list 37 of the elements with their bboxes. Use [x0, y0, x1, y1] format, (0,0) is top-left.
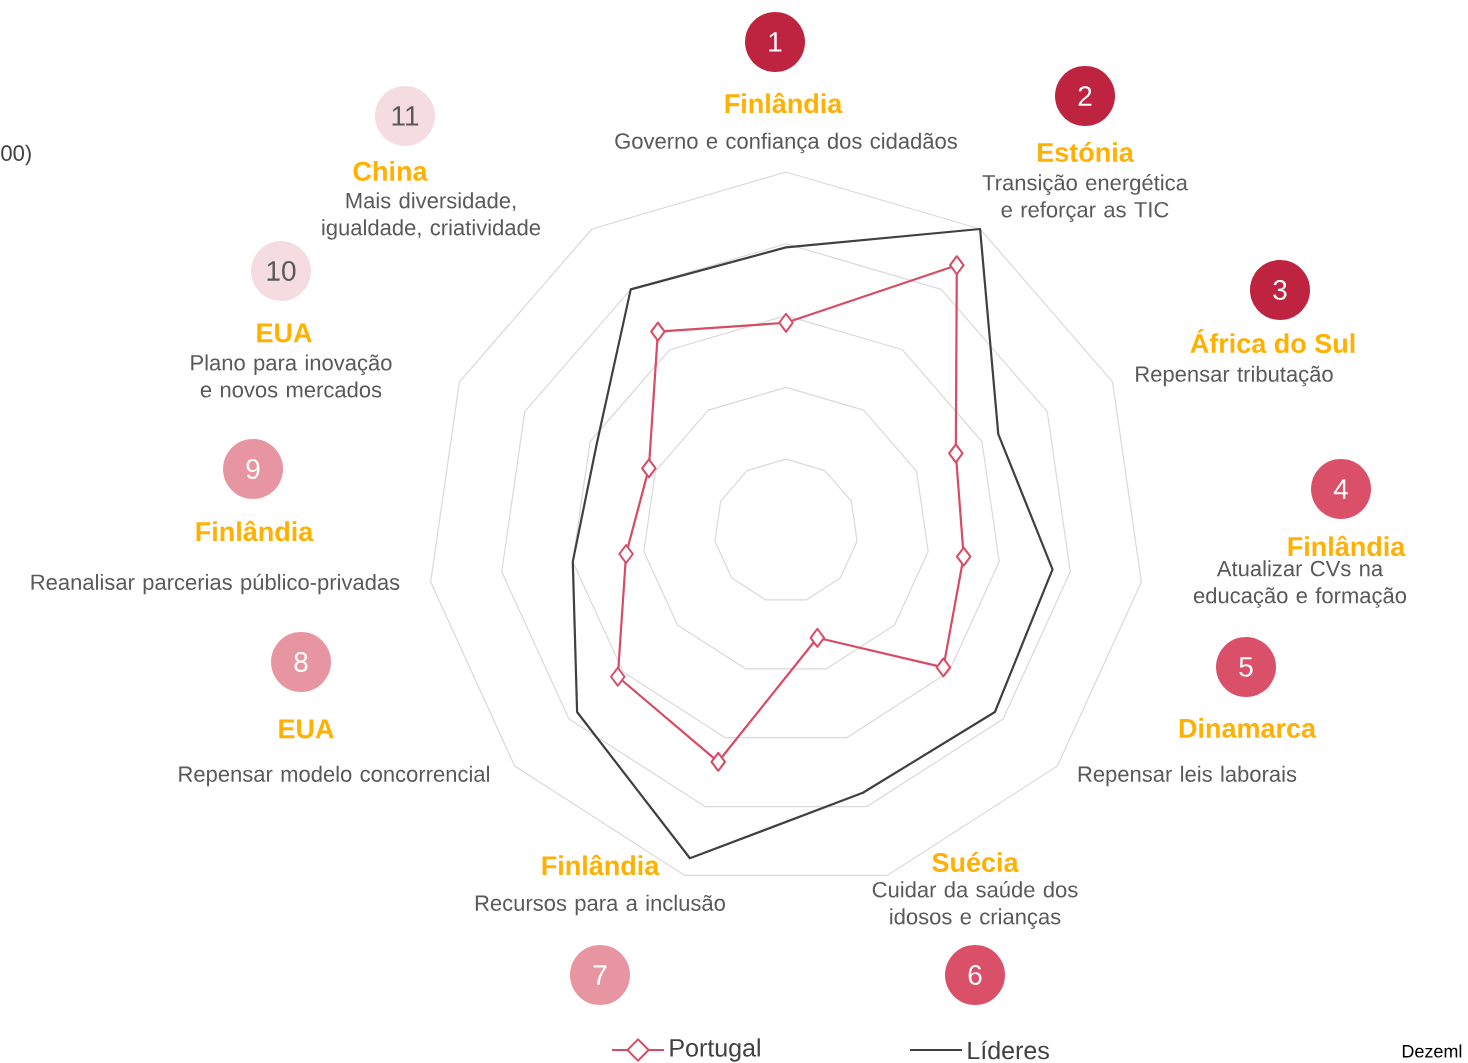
- text: Finlândia: [196, 520, 314, 542]
- text: Finlândia: [1288, 535, 1406, 557]
- text: 10: [267, 261, 296, 281]
- text: EUA: [257, 323, 312, 343]
- text: 6: [968, 965, 982, 985]
- text: 9: [246, 459, 260, 479]
- text: 00): [1, 144, 31, 166]
- text: África do Sul: [1190, 328, 1355, 354]
- spoke-label: Governo e confiança dos cidadãos: [615, 132, 957, 154]
- text: China: [353, 161, 428, 181]
- legend-label: Líderes: [968, 1040, 1049, 1060]
- spoke-label: Atualizar CVs na educação e formação: [1193, 560, 1407, 608]
- text: EUA: [279, 719, 334, 739]
- spoke-label: Mais diversidade, igualdade, criatividade: [322, 192, 541, 240]
- spoke-label: Repensar leis laborais: [1078, 765, 1297, 787]
- text: Dezeml: [1402, 1044, 1462, 1058]
- spoke-label: Recursos para a inclusão: [475, 894, 725, 916]
- legend-label: Portugal: [670, 1038, 760, 1062]
- spoke-label: Repensar tributação: [1136, 365, 1333, 387]
- text: 2: [1078, 86, 1092, 106]
- text: 7: [593, 965, 607, 985]
- text: 3: [1273, 280, 1287, 300]
- text: 11: [392, 106, 419, 126]
- spoke-label: Reanalisar parcerias público-privadas: [31, 573, 400, 595]
- text: 1: [769, 32, 782, 52]
- spoke-label: Repensar modelo concorrencial: [179, 765, 489, 787]
- text: Finlândia: [725, 92, 843, 114]
- spoke-label: Plano para inovação e novos mercados: [191, 354, 392, 398]
- text: 8: [294, 652, 308, 672]
- text: 5: [1239, 657, 1253, 677]
- text: Finlândia: [542, 854, 660, 876]
- text: Suécia: [932, 851, 1019, 873]
- spoke-label: Cuidar da saúde dos idosos e crianças: [872, 881, 1078, 929]
- text: 4: [1333, 479, 1348, 499]
- text: Estónia: [1038, 141, 1134, 163]
- text: Dinamarca: [1179, 718, 1317, 738]
- spoke-label: Transição energética e reforçar as TIC: [982, 174, 1188, 222]
